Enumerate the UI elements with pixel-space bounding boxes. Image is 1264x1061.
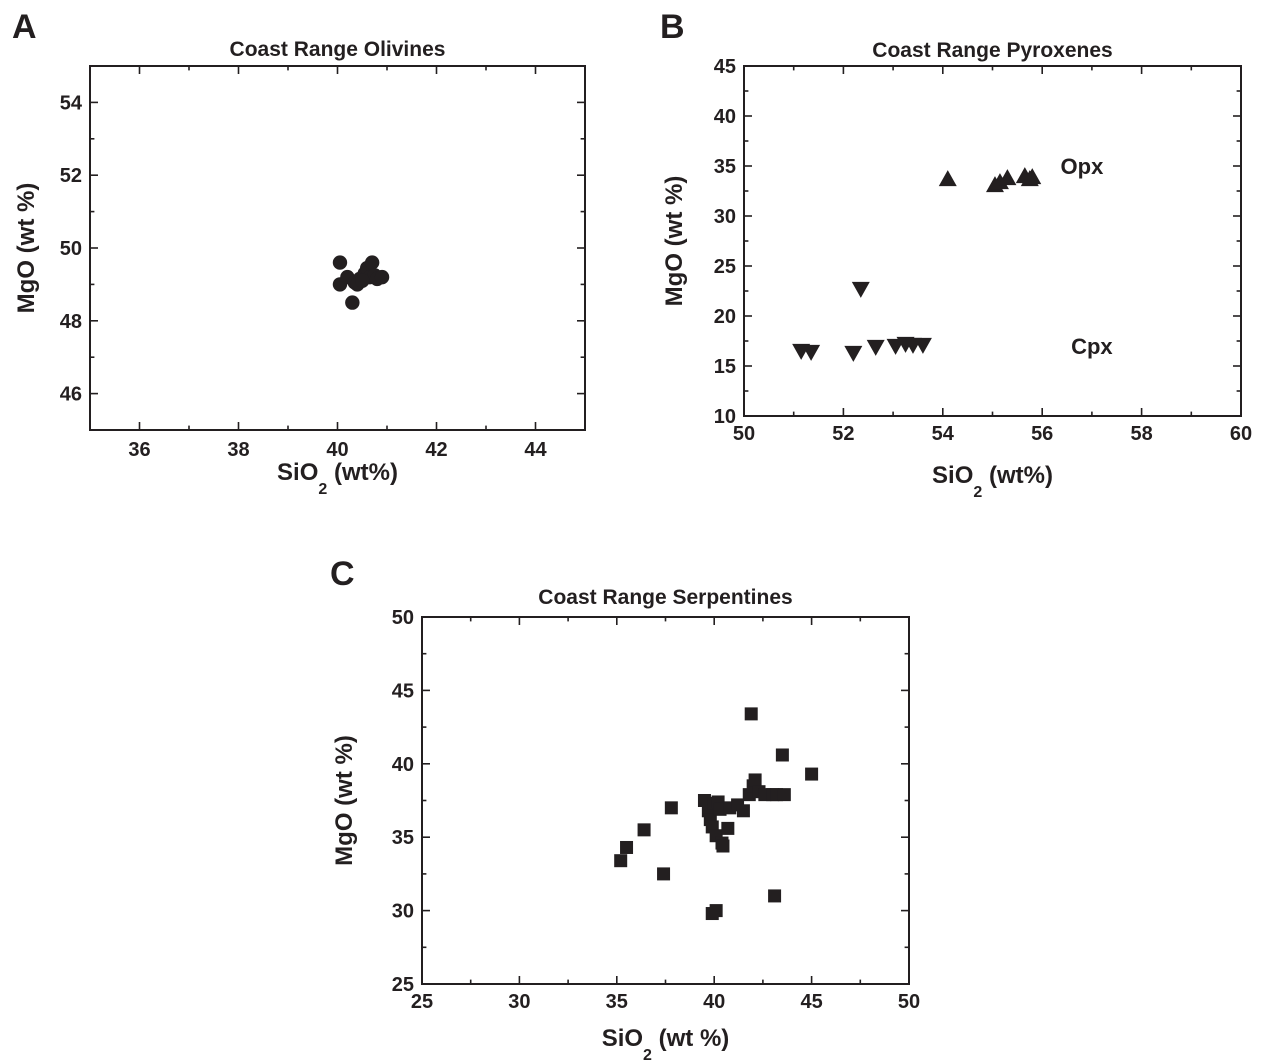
data-point: [851, 281, 870, 298]
y-tick-label: 54: [60, 92, 83, 114]
y-tick-label: 25: [392, 974, 414, 996]
x-axis-label: SiO2 (wt%): [932, 462, 1053, 501]
x-axis-label: SiO2 (wt %): [602, 1025, 730, 1061]
y-axis-label: MgO (wt %): [331, 735, 358, 866]
y-tick-label: 35: [392, 827, 414, 849]
x-axis-label-unit: (wt %): [652, 1025, 729, 1052]
data-point: [913, 337, 932, 354]
x-tick-label: 50: [898, 991, 920, 1013]
panel-letter: B: [660, 8, 685, 46]
y-axis-label: MgO (wt %): [661, 176, 688, 307]
y-tick-label: 45: [714, 56, 736, 78]
x-tick-label: 52: [832, 423, 854, 445]
x-tick-label: 60: [1230, 423, 1252, 445]
x-tick-label: 40: [703, 991, 725, 1013]
panel-b: B Coast Range Pyroxenes 50 52 54 56 58 60 10 15 20…: [660, 8, 1252, 501]
data-point: [614, 854, 628, 868]
data-point: [345, 295, 360, 310]
series-opx: [938, 167, 1042, 193]
data-point: [709, 904, 723, 918]
y-tick-label: 40: [714, 106, 736, 128]
data-point: [637, 823, 651, 837]
x-tick-label: 44: [524, 439, 547, 461]
plot-frame: [743, 65, 1242, 417]
x-axis-label-main: SiO: [602, 1025, 643, 1052]
data-point: [364, 255, 380, 270]
y-tick-label: 30: [392, 901, 414, 923]
y-tick-label: 35: [714, 156, 736, 178]
data-point: [844, 345, 863, 362]
y-tick-label: 50: [60, 238, 82, 260]
x-tick-label: 35: [606, 991, 628, 1013]
x-axis-label-unit: (wt%): [327, 459, 398, 486]
data-point: [805, 767, 819, 781]
y-tick-label: 52: [60, 165, 82, 187]
data-point: [748, 773, 762, 787]
series-annotation-cpx: Cpx: [1071, 334, 1113, 359]
y-tick-label: 50: [392, 607, 414, 629]
data-point: [1023, 168, 1042, 185]
x-tick-label: 30: [508, 991, 530, 1013]
data-point: [736, 804, 750, 818]
chart-title: Coast Range Pyroxenes: [872, 39, 1112, 62]
panel-letter: A: [12, 8, 37, 46]
x-axis-label-subscript: 2: [318, 481, 327, 498]
panel-c: C Coast Range Serpentines 25 30 35 40 45 50 25 30…: [330, 555, 920, 1061]
data-point: [716, 839, 730, 853]
y-tick-label: 25: [714, 256, 736, 278]
data-point: [664, 801, 678, 815]
y-tick-label: 40: [392, 754, 414, 776]
y-tick-label: 46: [60, 384, 82, 406]
plot-frame: [421, 616, 910, 985]
data-point: [332, 255, 348, 270]
panel-letter: C: [330, 555, 355, 593]
data-point: [802, 344, 821, 361]
x-tick-label: 56: [1031, 423, 1053, 445]
panel-a: A Coast Range Olivines 36 38 40 42 44 46 48 50 52 5…: [12, 8, 586, 498]
y-tick-label: 30: [714, 206, 736, 228]
x-tick-label: 54: [932, 423, 955, 445]
y-tick-label: 48: [60, 311, 82, 333]
data-point: [374, 269, 390, 285]
x-tick-label: 36: [128, 439, 150, 461]
x-tick-label: 45: [800, 991, 822, 1013]
data-point: [721, 821, 735, 835]
x-tick-label: 50: [733, 423, 755, 445]
x-tick-label: 25: [411, 991, 433, 1013]
data-point: [355, 273, 370, 288]
data-point: [775, 748, 789, 762]
data-point: [768, 889, 782, 903]
x-tick-label: 42: [425, 439, 447, 461]
x-axis-label-main: SiO: [932, 462, 973, 489]
series-0: [614, 707, 819, 921]
x-axis-label-unit: (wt%): [982, 462, 1053, 489]
chart-title: Coast Range Olivines: [230, 38, 446, 61]
data-point: [998, 169, 1017, 186]
y-tick-label: 20: [714, 306, 736, 328]
x-axis-label: SiO2 (wt%): [277, 459, 398, 498]
x-axis-label-main: SiO: [277, 459, 318, 486]
chart-title: Coast Range Serpentines: [538, 586, 792, 609]
x-tick-label: 38: [227, 439, 249, 461]
data-point: [657, 867, 671, 881]
x-tick-label: 58: [1130, 423, 1152, 445]
x-tick-label: 40: [326, 439, 348, 461]
y-tick-label: 10: [714, 406, 736, 428]
x-axis-label-subscript: 2: [973, 484, 982, 501]
y-axis-label: MgO (wt %): [13, 183, 40, 314]
y-tick-label: 45: [392, 680, 414, 702]
data-point: [866, 339, 885, 356]
series-0: [332, 255, 390, 310]
data-point: [620, 840, 634, 854]
series-annotation-opx: Opx: [1061, 154, 1105, 179]
series-cpx: [792, 281, 932, 362]
data-point: [777, 788, 791, 802]
plot-frame: [89, 65, 586, 431]
data-point: [938, 170, 957, 187]
data-point: [744, 707, 758, 721]
y-tick-label: 15: [714, 356, 736, 378]
x-axis-label-subscript: 2: [643, 1047, 652, 1061]
